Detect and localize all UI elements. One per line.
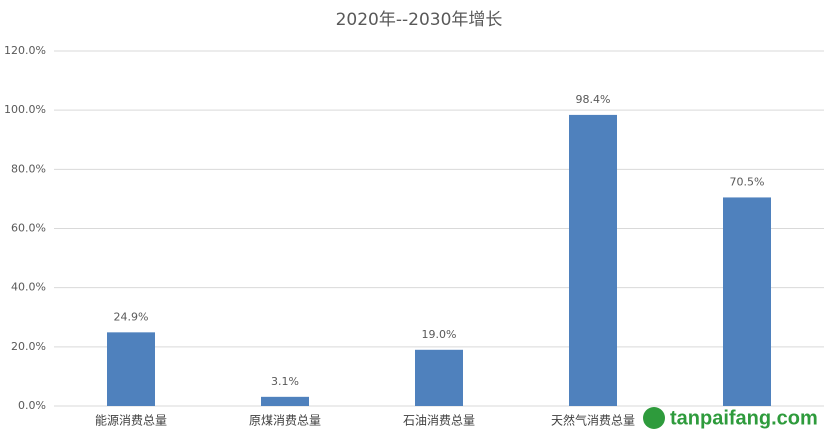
x-tick-label: 石油消费总量 [403,414,475,428]
data-label: 3.1% [271,375,299,388]
data-label: 19.0% [422,328,457,341]
x-tick-label: 天然气消费总量 [551,413,635,428]
y-tick-label: 20.0% [11,340,46,353]
y-tick-label: 60.0% [11,222,46,235]
bar [569,114,617,407]
y-tick-label: 120.0% [4,44,46,57]
y-tick-label: 0.0% [18,399,46,412]
watermark-logo [643,407,665,429]
y-tick-label: 80.0% [11,162,46,175]
y-tick-label: 100.0% [4,103,46,116]
bar [261,396,309,406]
data-label: 70.5% [730,175,765,188]
bar [415,349,463,406]
x-tick-label: 原煤消费总量 [249,414,321,428]
x-tick-label: 能源消费总量 [95,414,167,428]
data-label: 98.4% [576,93,611,106]
data-label: 24.9% [114,310,149,323]
bar [107,332,155,406]
bar [723,197,771,406]
y-tick-label: 40.0% [11,281,46,294]
watermark: tanpaifang.com [670,407,818,429]
chart-title: 2020年--2030年增长 [336,10,503,30]
